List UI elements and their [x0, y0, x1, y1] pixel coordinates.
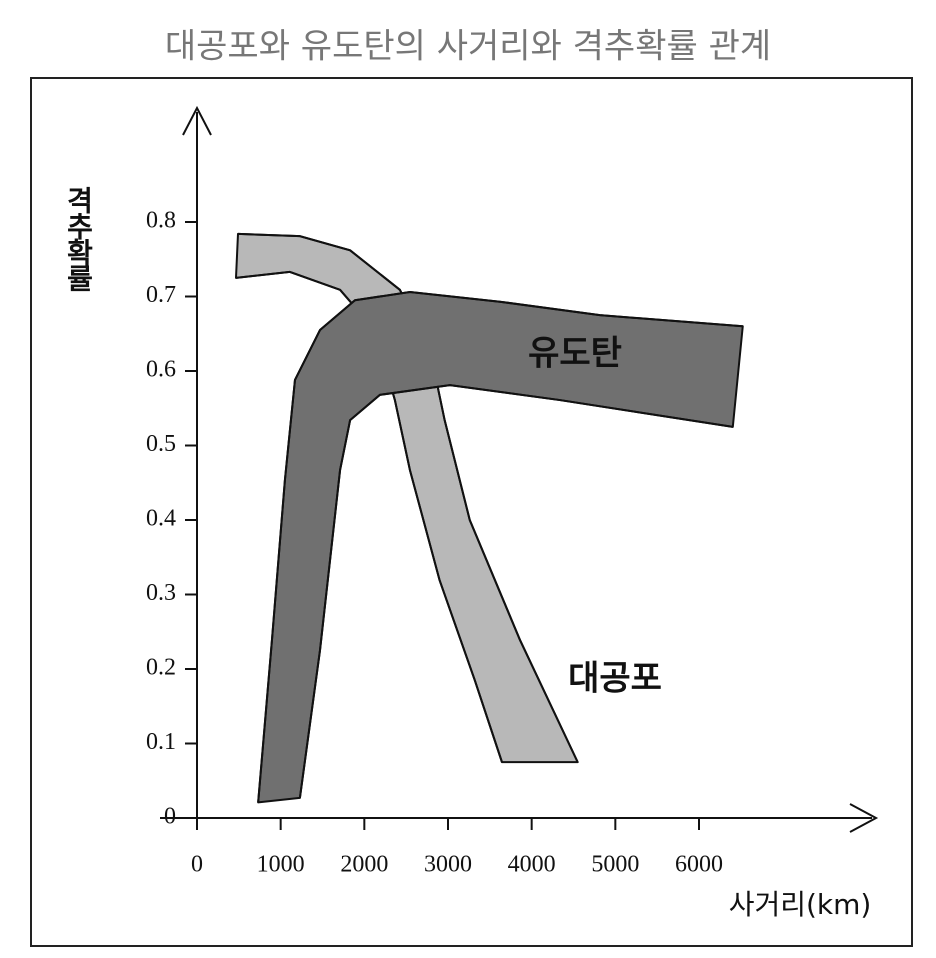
x-arrow [849, 803, 879, 833]
y-tick-label: 0.1 [146, 729, 176, 755]
chart-title: 대공포와 유도탄의 사거리와 격추확률 관계 [165, 27, 771, 67]
y-tick-label: 0.6 [146, 357, 176, 383]
band-lower-edge [298, 384, 733, 799]
y-tick-label: 0.8 [146, 208, 176, 234]
series-label: 대공포 [568, 659, 662, 699]
x-axis-label: 사거리(km) [729, 888, 872, 921]
y-tick-label: 0.7 [146, 282, 176, 308]
x-tick-label: 5000 [591, 852, 639, 878]
x-tick-label: 0 [191, 852, 203, 878]
x-tick-label: 2000 [340, 852, 388, 878]
series-label: 유도탄 [528, 334, 622, 374]
x-tick-label: 4000 [508, 852, 556, 878]
y-arrow [182, 105, 212, 136]
x-tick-label: 6000 [675, 852, 723, 878]
frame [30, 77, 913, 947]
y-axis-label: 격추확률 [62, 186, 95, 290]
y-tick-label: 0.5 [146, 431, 176, 457]
y-tick-label: 0.2 [146, 655, 176, 681]
y-tick-label: 0.4 [146, 506, 176, 532]
x-tick-label: 3000 [424, 852, 472, 878]
x-tick-label: 1000 [257, 852, 305, 878]
band-upper-edge [257, 291, 743, 803]
y-tick-label: 0 [164, 804, 176, 830]
y-tick-label: 0.3 [146, 580, 176, 606]
band-lower-edge [235, 270, 503, 763]
